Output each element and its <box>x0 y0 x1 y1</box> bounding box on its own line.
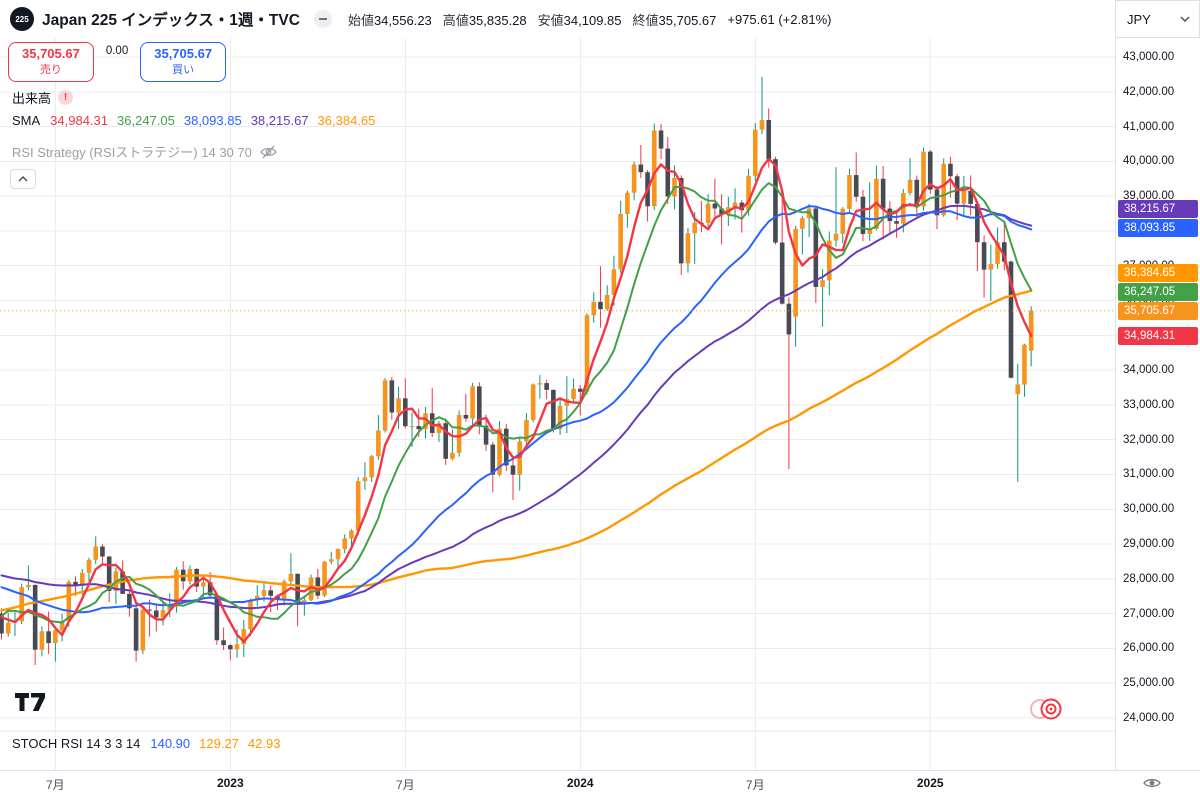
indicator-price-badge: 36,247.05 <box>1118 282 1198 301</box>
price-axis-label: 26,000.00 <box>1123 642 1175 655</box>
sell-button[interactable]: 35,705.67 売り <box>8 42 94 82</box>
stoch-rsi-values: 140.90 129.27 42.93 <box>150 736 289 751</box>
price-axis-label: 25,000.00 <box>1123 677 1175 690</box>
price-axis-label: 30,000.00 <box>1123 503 1175 516</box>
sma-value: 36,247.05 <box>117 113 175 128</box>
high-value: 高値35,835.28 <box>442 12 527 28</box>
price-axis-label: 29,000.00 <box>1123 538 1175 551</box>
time-axis-label: 7月 <box>745 778 765 792</box>
minus-icon[interactable] <box>313 10 332 28</box>
rsi-strategy-label: RSI Strategy (RSIストラテジー) 14 30 70 <box>12 145 252 160</box>
volume-legend-row[interactable]: 出来高 ! <box>12 88 74 107</box>
price-axis-label: 41,000.00 <box>1123 120 1175 133</box>
eye-off-icon[interactable] <box>259 144 278 160</box>
symbol-logo[interactable]: 225 <box>10 7 34 31</box>
price-axis-label: 28,000.00 <box>1123 572 1175 585</box>
chart-header: 225 Japan 225 インデックス・1週・TVC 始値34,556.23 … <box>0 0 831 38</box>
price-axis-label: 39,000.00 <box>1123 190 1175 203</box>
tradingview-logo[interactable] <box>14 690 50 714</box>
time-axis-label: 2024 <box>566 776 594 790</box>
time-axis[interactable]: 7月 2023 7月 2024 7月 2025 <box>0 770 1200 796</box>
time-axis-label: 2025 <box>916 776 944 790</box>
trade-buttons: 35,705.67 売り 0.00 35,705.67 買い <box>8 42 227 82</box>
stoch-rsi-value: 129.27 <box>199 736 239 751</box>
sma-value: 36,384.65 <box>317 113 376 128</box>
price-axis-label: 43,000.00 <box>1123 51 1175 63</box>
stoch-rsi-value: 140.90 <box>150 736 191 751</box>
price-axis-label: 32,000.00 <box>1123 433 1175 446</box>
price-axis-label: 24,000.00 <box>1123 712 1175 724</box>
time-axis-label: 2023 <box>216 776 244 790</box>
stoch-rsi-value: 42.93 <box>247 736 281 751</box>
price-axis[interactable]: 43,000.00 42,000.00 41,000.00 40,000.00 39,0… <box>1115 0 1200 770</box>
buy-label: 買い <box>172 64 195 76</box>
stoch-rsi-label: STOCH RSI 14 3 3 14 <box>12 736 141 751</box>
indicator-price-badge: 36,384.65 <box>1118 263 1198 282</box>
spread-value: 0.00 <box>105 45 129 57</box>
candlestick-chart[interactable] <box>0 38 1115 770</box>
price-axis-label: 42,000.00 <box>1123 85 1175 98</box>
rsi-strategy-row[interactable]: RSI Strategy (RSIストラテジー) 14 30 70 <box>12 142 278 161</box>
sma-value: 34,984.31 <box>50 113 109 128</box>
sma-legend-row[interactable]: SMA 34,984.31 36,247.05 38,093.85 38,215.67… <box>12 113 384 128</box>
sell-price: 35,705.67 <box>22 46 80 61</box>
volume-warning-icon[interactable]: ! <box>58 90 74 105</box>
low-value: 安値34,109.85 <box>537 12 622 28</box>
currency-selector[interactable]: JPY <box>1115 0 1200 38</box>
buy-button[interactable]: 35,705.67 買い <box>140 42 227 82</box>
sma-value: 38,215.67 <box>250 113 309 128</box>
sma-value: 38,093.85 <box>183 113 242 128</box>
price-axis-label: 31,000.00 <box>1123 468 1175 481</box>
time-axis-label: 7月 <box>45 778 65 792</box>
chevron-up-icon <box>18 176 28 182</box>
eye-icon[interactable] <box>1142 775 1162 791</box>
sma-label: SMA <box>12 113 41 128</box>
trade-target-icon[interactable] <box>1024 694 1068 724</box>
buy-price: 35,705.67 <box>154 46 213 61</box>
chevron-down-icon <box>1180 16 1190 22</box>
symbol-logo-text: 225 <box>15 14 29 24</box>
symbol-title[interactable]: Japan 225 インデックス・1週・TVC <box>42 12 300 29</box>
close-value: 終値35,705.67 <box>632 12 717 28</box>
sell-label: 売り <box>39 64 62 76</box>
price-axis-label: 34,000.00 <box>1123 364 1175 377</box>
price-axis-label: 27,000.00 <box>1123 607 1175 620</box>
price-axis-label: 33,000.00 <box>1123 398 1175 411</box>
currency-label: JPY <box>1127 11 1151 27</box>
price-axis-label: 40,000.00 <box>1123 155 1175 168</box>
volume-label: 出来高 <box>12 91 52 106</box>
indicator-price-badge: 38,215.67 <box>1118 199 1198 218</box>
collapse-legend-button[interactable] <box>10 169 36 189</box>
stoch-r si-legend-row[interactable]: STOCH RSI 14 3 3 14 140.90 129.27 42.93 <box>12 736 289 751</box>
ohlc-values: 始値34,556.23 高値35,835.28 安値34,109.85 終値35… <box>348 10 832 29</box>
open-value: 始値34,556.23 <box>347 12 432 28</box>
current-price-badge: 35,705.67 <box>1118 301 1198 320</box>
time-axis-label: 7月 <box>395 778 415 792</box>
sma-values: 34,984.31 36,247.05 38,093.85 38,215.67 36,3… <box>50 113 384 128</box>
change-value: +975.61 (+2.81%) <box>727 11 832 27</box>
indicator-price-badge: 34,984.31 <box>1118 326 1198 345</box>
indicator-price-badge: 38,093.85 <box>1118 218 1198 237</box>
